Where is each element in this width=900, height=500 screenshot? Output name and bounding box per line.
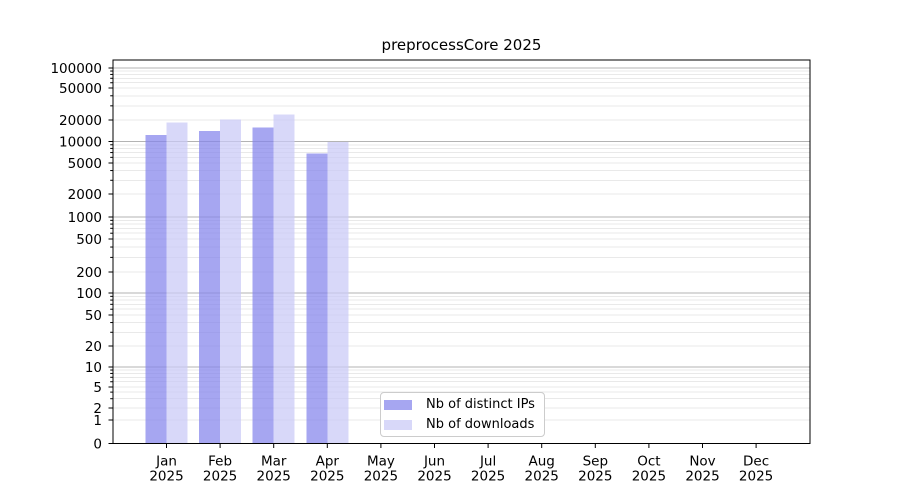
y-tick-label: 200	[76, 265, 102, 281]
y-tick-label: 5000	[68, 156, 102, 172]
chart-title: preprocessCore 2025	[381, 36, 542, 54]
y-tick-label: 10	[85, 360, 102, 376]
legend-label-downloads: Nb of downloads	[426, 417, 535, 432]
legend-swatch-downloads	[384, 419, 412, 430]
y-tick-label: 2000	[68, 187, 102, 203]
y-tick-label: 50000	[59, 81, 102, 97]
y-tick-label: 100000	[50, 61, 102, 77]
x-tick-label-year: 2025	[257, 469, 291, 485]
y-tick-label: 100	[76, 286, 102, 302]
y-tick-label: 1000	[68, 210, 102, 226]
y-tick-label: 10000	[59, 134, 102, 150]
y-tick-label: 50	[85, 308, 102, 324]
bar-distinct-ips-apr	[306, 153, 328, 444]
x-tick-label-year: 2025	[149, 469, 183, 485]
x-tick-label-year: 2025	[203, 469, 237, 485]
x-tick-label-year: 2025	[471, 469, 505, 485]
x-tick-label-month: Oct	[637, 454, 660, 470]
y-tick-label: 2	[93, 401, 102, 417]
axes-box	[112, 59, 811, 444]
x-tick-label-month: Jan	[155, 454, 177, 470]
legend-item-downloads: Nb of downloads	[384, 417, 535, 432]
x-tick-label-month: Aug	[529, 454, 555, 470]
legend-label-distinct-ips: Nb of distinct IPs	[426, 397, 535, 412]
y-tick-label: 5	[93, 380, 102, 396]
legend-swatch-distinct-ips	[384, 399, 412, 410]
y-tick-label: 500	[76, 232, 102, 248]
bar-downloads-mar	[273, 114, 295, 444]
x-tick-label-month: Nov	[689, 454, 715, 470]
y-tick-label: 0	[93, 436, 102, 452]
bar-downloads-jan	[166, 122, 188, 444]
legend: Nb of distinct IPs Nb of downloads	[380, 392, 545, 437]
legend-item-distinct-ips: Nb of distinct IPs	[384, 397, 535, 412]
x-tick-label-year: 2025	[364, 469, 398, 485]
x-tick-label-month: Apr	[316, 454, 340, 470]
bar-distinct-ips-jan	[145, 135, 167, 444]
x-tick-label-year: 2025	[525, 469, 559, 485]
x-tick-label-year: 2025	[310, 469, 344, 485]
x-tick-label-year: 2025	[632, 469, 666, 485]
bar-distinct-ips-mar	[252, 127, 274, 444]
x-tick-label-month: Sep	[583, 454, 608, 470]
x-tick-label-month: Jul	[479, 454, 496, 470]
bar-distinct-ips-feb	[199, 131, 221, 444]
y-tick-label: 20000	[59, 113, 102, 129]
y-tick-label: 20	[85, 339, 102, 355]
x-tick-label-month: Jun	[423, 454, 445, 470]
x-tick-label-year: 2025	[739, 469, 773, 485]
x-tick-label-year: 2025	[417, 469, 451, 485]
x-tick-label-month: Mar	[261, 454, 287, 470]
bar-downloads-feb	[220, 119, 242, 444]
x-tick-label-year: 2025	[685, 469, 719, 485]
y-tick-label: 1	[93, 413, 102, 429]
x-tick-label-year: 2025	[578, 469, 612, 485]
x-tick-label-month: Feb	[208, 454, 232, 470]
x-tick-label-month: May	[367, 454, 395, 470]
x-tick-label-month: Dec	[743, 454, 769, 470]
bar-downloads-apr	[327, 141, 349, 444]
